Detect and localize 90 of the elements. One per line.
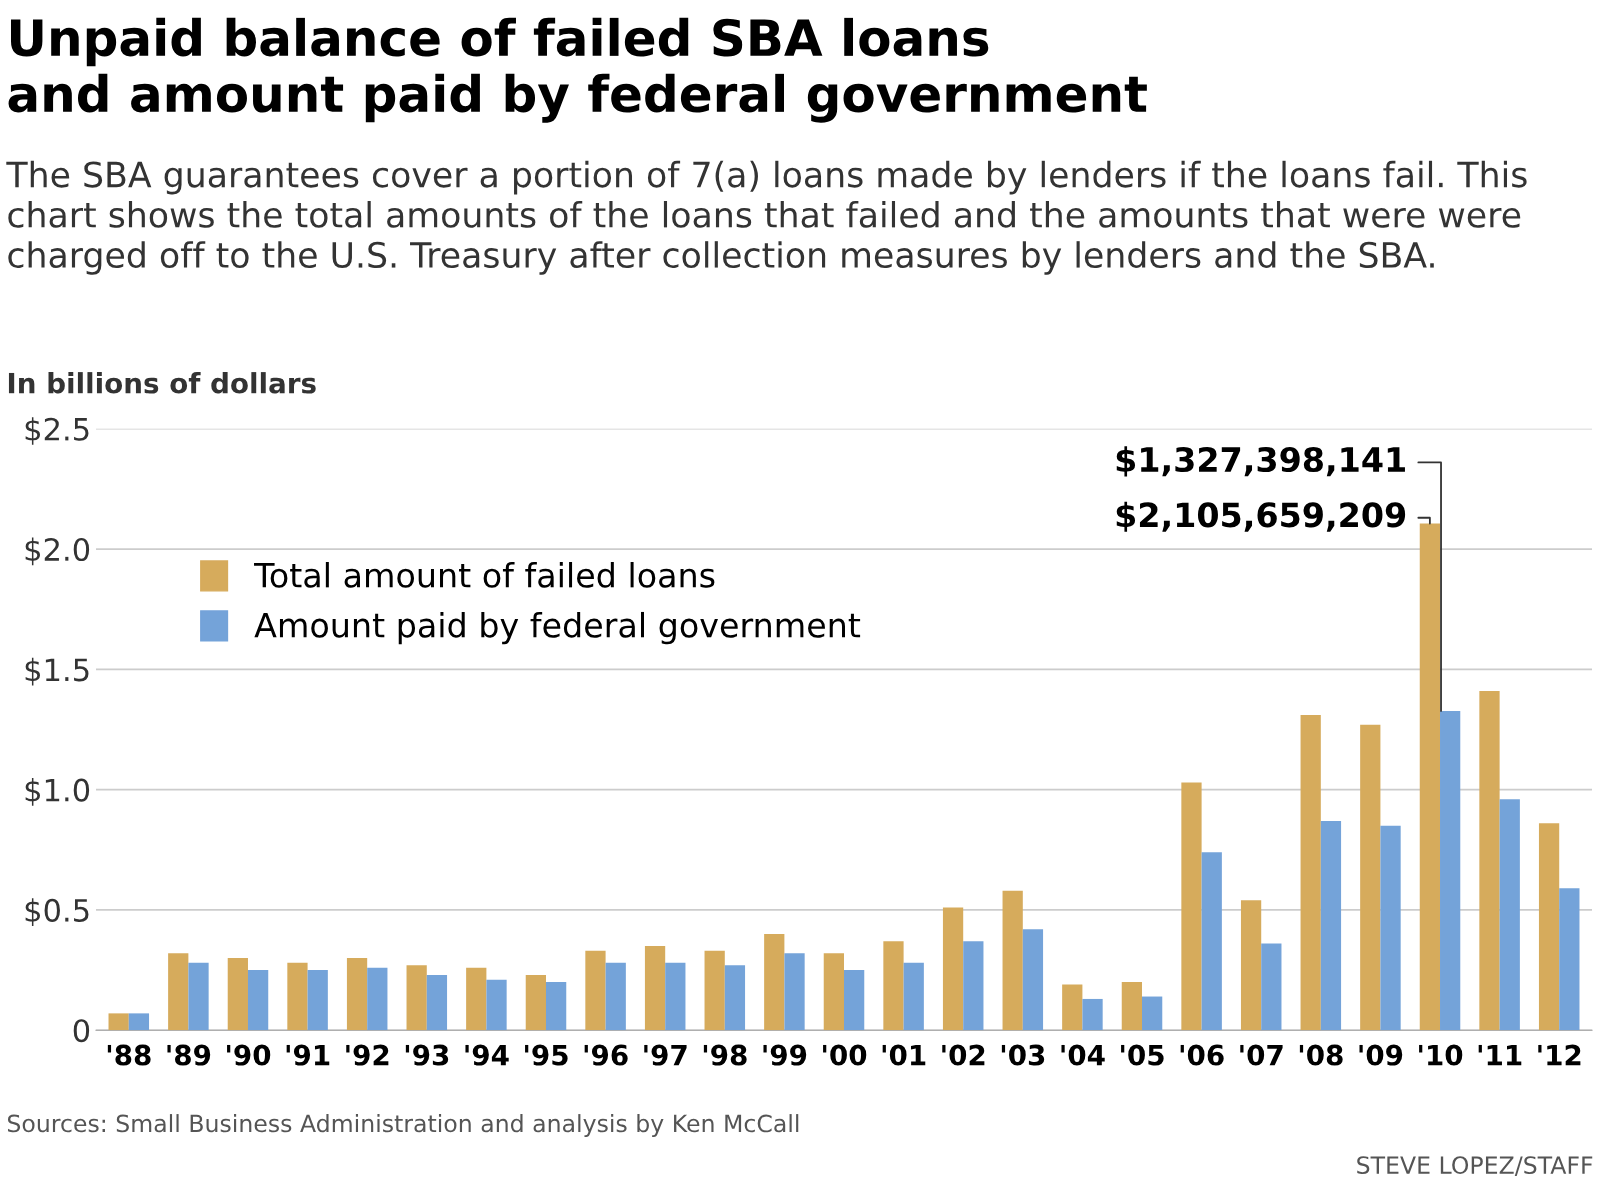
bar bbox=[585, 950, 606, 1031]
bar bbox=[307, 970, 328, 1031]
bar bbox=[406, 965, 427, 1031]
x-tick-label: '96 bbox=[584, 1044, 628, 1066]
bar bbox=[1201, 852, 1222, 1031]
x-tick-label: '95 bbox=[525, 1044, 568, 1066]
annotation: $2,105,659,209 bbox=[1116, 501, 1406, 532]
x-tick-label: '99 bbox=[763, 1044, 807, 1066]
bar bbox=[108, 1013, 129, 1031]
bar bbox=[644, 946, 666, 1031]
bar bbox=[784, 953, 805, 1031]
x-tick-label: '94 bbox=[465, 1044, 509, 1066]
bar bbox=[1419, 523, 1441, 1031]
bar bbox=[823, 953, 844, 1031]
x-tick-label: '92 bbox=[346, 1044, 389, 1066]
bar bbox=[883, 941, 904, 1031]
x-tick-label: '89 bbox=[167, 1044, 211, 1066]
legend-label: Amount paid by federal government bbox=[254, 611, 861, 645]
x-tick-label: '11 bbox=[1478, 1044, 1522, 1066]
bar bbox=[605, 962, 626, 1031]
bar bbox=[346, 958, 368, 1031]
bar bbox=[1499, 799, 1520, 1031]
x-tick-label: '98 bbox=[703, 1044, 747, 1066]
x-tick-label: '93 bbox=[405, 1044, 449, 1066]
bar bbox=[1121, 982, 1143, 1031]
x-tick-label: '88 bbox=[107, 1044, 151, 1066]
x-tick-label: '00 bbox=[823, 1044, 867, 1066]
bar bbox=[963, 941, 984, 1031]
x-tick-label: '07 bbox=[1240, 1044, 1283, 1066]
y-tick-label: $0.5 bbox=[25, 898, 89, 927]
bar bbox=[486, 979, 507, 1031]
bar bbox=[466, 967, 487, 1031]
bar bbox=[1062, 984, 1083, 1031]
x-tick-label: '90 bbox=[227, 1044, 271, 1066]
x-tick-label: '01 bbox=[882, 1044, 926, 1066]
bar bbox=[724, 965, 746, 1031]
x-tick-label: '08 bbox=[1299, 1044, 1343, 1066]
x-tick-label: '10 bbox=[1419, 1044, 1463, 1066]
y-tick-label: $1.0 bbox=[25, 778, 90, 806]
bar bbox=[525, 974, 546, 1031]
x-tick-label: '05 bbox=[1121, 1044, 1164, 1066]
bar bbox=[1181, 782, 1202, 1031]
y-tick-label: $2.0 bbox=[25, 537, 90, 566]
x-tick-label: '06 bbox=[1180, 1044, 1224, 1066]
y-axis-title: In billions of dollars bbox=[8, 372, 316, 394]
bar bbox=[128, 1013, 150, 1031]
bar bbox=[1240, 900, 1262, 1031]
bar bbox=[1022, 929, 1044, 1031]
y-tick-label: 0 bbox=[73, 1019, 90, 1043]
bar bbox=[1559, 888, 1580, 1031]
x-tick-label: '12 bbox=[1538, 1044, 1581, 1066]
bar bbox=[764, 933, 785, 1031]
bar bbox=[942, 907, 964, 1031]
bar bbox=[1440, 710, 1461, 1031]
bar bbox=[1380, 825, 1401, 1031]
bar bbox=[227, 958, 248, 1031]
bar bbox=[367, 967, 388, 1031]
bar bbox=[665, 962, 686, 1031]
bar bbox=[1082, 998, 1103, 1031]
text: STEVE LOPEZ/STAFF bbox=[1357, 1156, 1593, 1176]
bar bbox=[1142, 996, 1163, 1031]
y-tick-label: $2.5 bbox=[25, 417, 89, 445]
bar bbox=[426, 974, 448, 1031]
bar bbox=[1300, 715, 1321, 1031]
bar bbox=[1360, 724, 1381, 1031]
bar bbox=[1002, 890, 1023, 1031]
annotation: $1,327,398,141 bbox=[1116, 446, 1405, 477]
bar bbox=[844, 970, 865, 1031]
bar bbox=[1320, 820, 1342, 1031]
x-tick-label: '03 bbox=[1001, 1044, 1045, 1066]
x-tick-label: '97 bbox=[644, 1044, 687, 1066]
bar bbox=[704, 950, 725, 1031]
bar bbox=[1261, 943, 1282, 1031]
bar bbox=[287, 962, 308, 1031]
x-tick-label: '04 bbox=[1061, 1044, 1105, 1066]
chart-title: Unpaid balance of failed SBA loans and amount paid by federal government bbox=[8, 17, 1147, 123]
x-tick-label: '91 bbox=[286, 1044, 330, 1066]
bar bbox=[188, 962, 209, 1031]
bar bbox=[247, 970, 269, 1031]
bar bbox=[168, 953, 189, 1031]
x-tick-label: '09 bbox=[1359, 1044, 1403, 1066]
x-tick-label: '02 bbox=[942, 1044, 985, 1066]
bar bbox=[1479, 690, 1500, 1031]
bar bbox=[903, 962, 924, 1031]
y-tick-label: $1.5 bbox=[25, 657, 89, 686]
bar bbox=[545, 982, 567, 1031]
chart-subtitle: The SBA guarantees cover a portion of 7(a) loans made by lenders if the loans fail. This chart shows the total amounts of the loans that failed and the amounts that were were charged off to the U.S. Treasury after collection measures by lenders and the SBA. bbox=[6, 160, 1527, 275]
bar bbox=[1538, 823, 1560, 1031]
source-note: Sources: Small Business Administration and analysis by Ken McCall bbox=[7, 1114, 799, 1137]
legend-label: Total amount of failed loans bbox=[254, 562, 715, 588]
